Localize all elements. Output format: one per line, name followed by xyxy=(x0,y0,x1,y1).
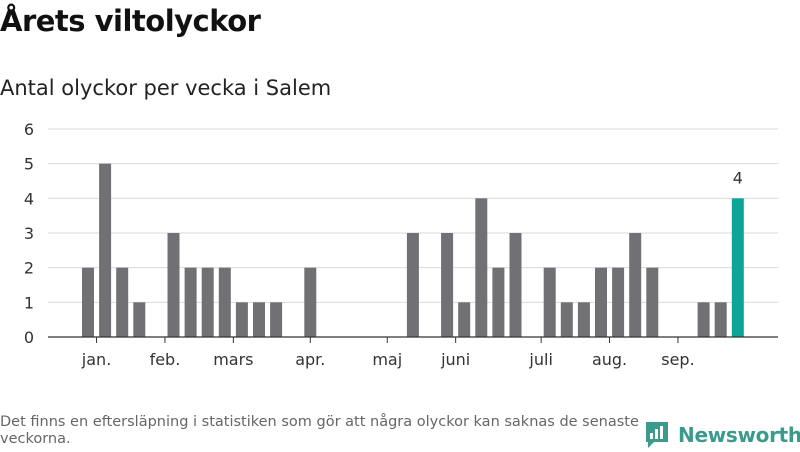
bar xyxy=(99,163,112,337)
y-tick-label: 5 xyxy=(24,155,34,174)
bar xyxy=(629,233,642,337)
bar xyxy=(595,267,607,337)
bar xyxy=(646,267,659,337)
highlight-bar xyxy=(731,198,744,337)
bar xyxy=(253,302,265,337)
bar xyxy=(133,302,146,337)
bar xyxy=(475,198,488,337)
x-tick-label: mars xyxy=(213,350,253,369)
bar xyxy=(509,233,522,337)
bar xyxy=(458,302,471,337)
bar xyxy=(406,233,419,337)
x-tick-label: feb. xyxy=(150,350,181,369)
bar xyxy=(82,267,94,337)
bar xyxy=(235,302,248,337)
bar xyxy=(304,267,317,337)
x-tick-label: juni xyxy=(440,350,470,369)
y-tick-label: 4 xyxy=(24,189,34,208)
bar xyxy=(714,302,727,337)
bar xyxy=(560,302,573,337)
brand-name: Newsworthy xyxy=(678,423,800,447)
bar xyxy=(612,267,625,337)
y-tick-label: 1 xyxy=(24,293,34,312)
y-tick-label: 6 xyxy=(24,120,34,139)
y-tick-label: 3 xyxy=(24,224,34,243)
bar xyxy=(577,302,590,337)
x-tick-label: juli xyxy=(528,350,552,369)
bar xyxy=(184,267,197,337)
x-tick-label: maj xyxy=(372,350,402,369)
y-tick-label: 2 xyxy=(24,259,34,278)
footnote: Det finns en eftersläpning i statistiken… xyxy=(0,414,639,447)
y-tick-label: 0 xyxy=(24,328,34,347)
bar xyxy=(543,267,556,337)
bar xyxy=(697,302,710,337)
data-label: 4 xyxy=(733,168,743,187)
bar xyxy=(167,233,180,337)
bar xyxy=(116,267,129,337)
chart-title: Årets viltolyckor xyxy=(0,4,261,38)
bar xyxy=(492,267,505,337)
x-tick-label: apr. xyxy=(295,350,325,369)
bar xyxy=(441,233,454,337)
bar xyxy=(270,302,283,337)
bar xyxy=(201,267,214,337)
chart-subtitle: Antal olyckor per vecka i Salem xyxy=(0,76,332,100)
x-tick-label: aug. xyxy=(592,350,627,369)
newsworthy-logo-icon xyxy=(646,422,668,448)
brand-logo[interactable]: Newsworthy xyxy=(644,418,800,452)
bar xyxy=(218,267,231,337)
x-tick-label: jan. xyxy=(81,350,111,369)
x-tick-label: sep. xyxy=(661,350,694,369)
bar-chart: 0 1 2 3 4 5 6 4 jan. feb. mars apr. maj juni juli aug. s… xyxy=(24,120,778,369)
